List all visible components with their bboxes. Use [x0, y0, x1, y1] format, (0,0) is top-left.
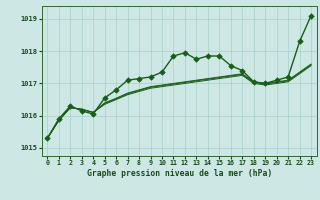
X-axis label: Graphe pression niveau de la mer (hPa): Graphe pression niveau de la mer (hPa) [87, 169, 272, 178]
